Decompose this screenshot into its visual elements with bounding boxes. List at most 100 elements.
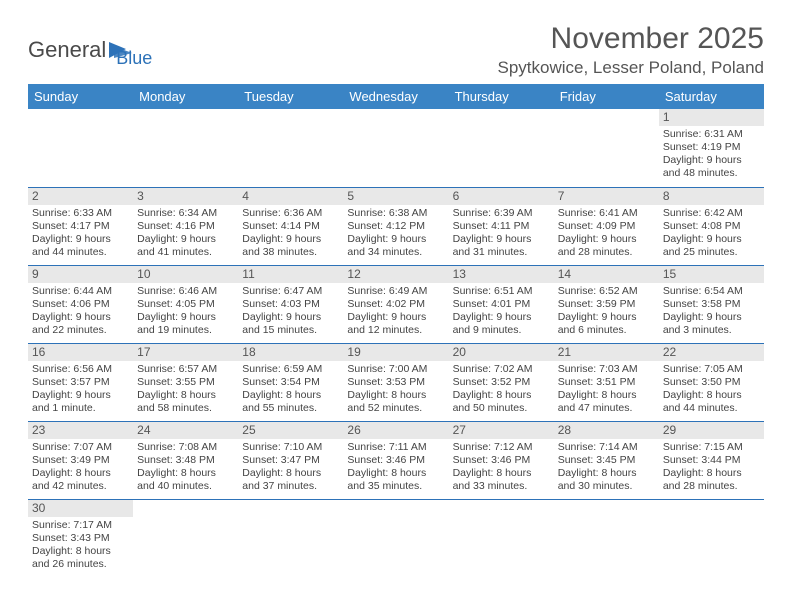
daylight-text: and 1 minute. <box>32 402 129 415</box>
sunset-text: Sunset: 4:11 PM <box>453 220 550 233</box>
day-number: 21 <box>554 344 659 361</box>
sunset-text: Sunset: 4:14 PM <box>242 220 339 233</box>
calendar-cell-empty <box>28 109 133 187</box>
calendar-row: 1 Sunrise: 6:31 AMSunset: 4:19 PMDaylight… <box>28 109 764 187</box>
daylight-text: Daylight: 8 hours <box>32 545 129 558</box>
sunrise-text: Sunrise: 6:52 AM <box>558 285 655 298</box>
day-number: 16 <box>28 344 133 361</box>
daylight-text: Daylight: 9 hours <box>32 311 129 324</box>
calendar-table: SundayMondayTuesdayWednesdayThursdayFrid… <box>28 84 764 577</box>
month-title: November 2025 <box>498 22 765 56</box>
calendar-cell: 10Sunrise: 6:46 AMSunset: 4:05 PMDayligh… <box>133 265 238 343</box>
sunrise-text: Sunrise: 6:57 AM <box>137 363 234 376</box>
calendar-cell: 6Sunrise: 6:39 AMSunset: 4:11 PMDaylight… <box>449 187 554 265</box>
calendar-cell: 16Sunrise: 6:56 AMSunset: 3:57 PMDayligh… <box>28 343 133 421</box>
calendar-cell: 1 Sunrise: 6:31 AMSunset: 4:19 PMDaylight… <box>659 109 764 187</box>
daylight-text: and 37 minutes. <box>242 480 339 493</box>
day-number: 12 <box>343 266 448 283</box>
sunset-text: Sunset: 4:08 PM <box>663 220 760 233</box>
daylight-text: Daylight: 8 hours <box>558 467 655 480</box>
daylight-text: and 40 minutes. <box>137 480 234 493</box>
sunrise-text: Sunrise: 6:36 AM <box>242 207 339 220</box>
day-number: 18 <box>238 344 343 361</box>
day-number: 1 <box>659 109 764 126</box>
sunrise-text: Sunrise: 7:05 AM <box>663 363 760 376</box>
day-number: 13 <box>449 266 554 283</box>
daylight-text: and 31 minutes. <box>453 246 550 259</box>
calendar-cell-empty <box>659 499 764 577</box>
daylight-text: Daylight: 9 hours <box>558 233 655 246</box>
calendar-cell: 25Sunrise: 7:10 AMSunset: 3:47 PMDayligh… <box>238 421 343 499</box>
sunrise-text: Sunrise: 6:49 AM <box>347 285 444 298</box>
sunset-text: Sunset: 3:46 PM <box>453 454 550 467</box>
logo-text-2: Blue <box>116 48 152 69</box>
daylight-text: and 50 minutes. <box>453 402 550 415</box>
sunset-text: Sunset: 4:06 PM <box>32 298 129 311</box>
daylight-text: and 28 minutes. <box>663 480 760 493</box>
sunset-text: Sunset: 4:19 PM <box>663 141 760 154</box>
daylight-text: and 33 minutes. <box>453 480 550 493</box>
day-number: 15 <box>659 266 764 283</box>
calendar-cell-empty <box>343 109 448 187</box>
sunrise-text: Sunrise: 7:14 AM <box>558 441 655 454</box>
daylight-text: and 35 minutes. <box>347 480 444 493</box>
calendar-cell-empty <box>238 109 343 187</box>
day-header: Tuesday <box>238 84 343 109</box>
location: Spytkowice, Lesser Poland, Poland <box>498 58 765 78</box>
sunset-text: Sunset: 3:48 PM <box>137 454 234 467</box>
sunset-text: Sunset: 4:03 PM <box>242 298 339 311</box>
calendar-cell: 11Sunrise: 6:47 AMSunset: 4:03 PMDayligh… <box>238 265 343 343</box>
daylight-text: Daylight: 8 hours <box>453 389 550 402</box>
sunrise-text: Sunrise: 6:31 AM <box>663 128 760 141</box>
daylight-text: Daylight: 9 hours <box>663 154 760 167</box>
calendar-cell: 30Sunrise: 7:17 AMSunset: 3:43 PMDayligh… <box>28 499 133 577</box>
daylight-text: Daylight: 8 hours <box>558 389 655 402</box>
day-number: 26 <box>343 422 448 439</box>
daylight-text: and 9 minutes. <box>453 324 550 337</box>
daylight-text: and 26 minutes. <box>32 558 129 571</box>
daylight-text: and 55 minutes. <box>242 402 339 415</box>
daylight-text: Daylight: 9 hours <box>453 311 550 324</box>
day-number: 5 <box>343 188 448 205</box>
daylight-text: and 41 minutes. <box>137 246 234 259</box>
day-number: 9 <box>28 266 133 283</box>
daylight-text: and 30 minutes. <box>558 480 655 493</box>
calendar-cell: 24Sunrise: 7:08 AMSunset: 3:48 PMDayligh… <box>133 421 238 499</box>
calendar-cell: 7Sunrise: 6:41 AMSunset: 4:09 PMDaylight… <box>554 187 659 265</box>
calendar-cell: 14Sunrise: 6:52 AMSunset: 3:59 PMDayligh… <box>554 265 659 343</box>
day-number: 17 <box>133 344 238 361</box>
day-number: 4 <box>238 188 343 205</box>
calendar-cell: 29Sunrise: 7:15 AMSunset: 3:44 PMDayligh… <box>659 421 764 499</box>
daylight-text: Daylight: 8 hours <box>242 467 339 480</box>
daylight-text: and 34 minutes. <box>347 246 444 259</box>
calendar-cell: 22Sunrise: 7:05 AMSunset: 3:50 PMDayligh… <box>659 343 764 421</box>
daylight-text: Daylight: 9 hours <box>347 311 444 324</box>
daylight-text: Daylight: 8 hours <box>137 467 234 480</box>
day-number: 10 <box>133 266 238 283</box>
daylight-text: and 48 minutes. <box>663 167 760 180</box>
daylight-text: Daylight: 9 hours <box>137 233 234 246</box>
sunset-text: Sunset: 4:12 PM <box>347 220 444 233</box>
calendar-cell: 9Sunrise: 6:44 AMSunset: 4:06 PMDaylight… <box>28 265 133 343</box>
sunset-text: Sunset: 3:50 PM <box>663 376 760 389</box>
sunset-text: Sunset: 3:54 PM <box>242 376 339 389</box>
daylight-text: Daylight: 8 hours <box>137 389 234 402</box>
daylight-text: and 52 minutes. <box>347 402 444 415</box>
daylight-text: and 47 minutes. <box>558 402 655 415</box>
sunset-text: Sunset: 3:51 PM <box>558 376 655 389</box>
daylight-text: and 25 minutes. <box>663 246 760 259</box>
calendar-cell: 19Sunrise: 7:00 AMSunset: 3:53 PMDayligh… <box>343 343 448 421</box>
calendar-cell: 28Sunrise: 7:14 AMSunset: 3:45 PMDayligh… <box>554 421 659 499</box>
sunrise-text: Sunrise: 6:54 AM <box>663 285 760 298</box>
calendar-cell-empty <box>449 499 554 577</box>
daylight-text: and 44 minutes. <box>663 402 760 415</box>
daylight-text: and 22 minutes. <box>32 324 129 337</box>
daylight-text: Daylight: 8 hours <box>347 467 444 480</box>
daylight-text: and 38 minutes. <box>242 246 339 259</box>
daylight-text: Daylight: 8 hours <box>663 467 760 480</box>
day-header: Thursday <box>449 84 554 109</box>
sunrise-text: Sunrise: 7:07 AM <box>32 441 129 454</box>
sunrise-text: Sunrise: 6:47 AM <box>242 285 339 298</box>
daylight-text: Daylight: 9 hours <box>137 311 234 324</box>
day-number: 6 <box>449 188 554 205</box>
